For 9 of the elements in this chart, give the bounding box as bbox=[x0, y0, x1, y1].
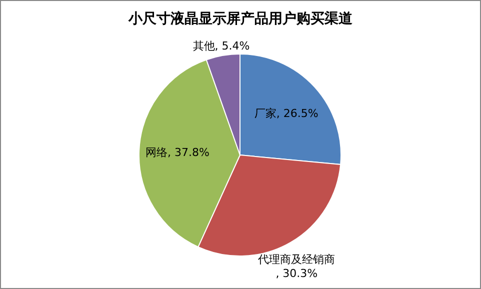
slice-label: 代理商及经销商 bbox=[257, 252, 336, 266]
slice-label: 其他 bbox=[192, 39, 215, 52]
data-label: , 5.4% bbox=[214, 39, 250, 52]
data-label: , 26.5% bbox=[276, 106, 318, 120]
data-label: , 30.3% bbox=[276, 266, 318, 280]
data-label: , 37.8% bbox=[167, 146, 210, 160]
chart-title: 小尺寸液晶显示屏产品用户购买渠道 bbox=[128, 10, 354, 27]
slice-label: 网络 bbox=[145, 146, 168, 160]
slice-label: 厂家 bbox=[254, 106, 276, 120]
